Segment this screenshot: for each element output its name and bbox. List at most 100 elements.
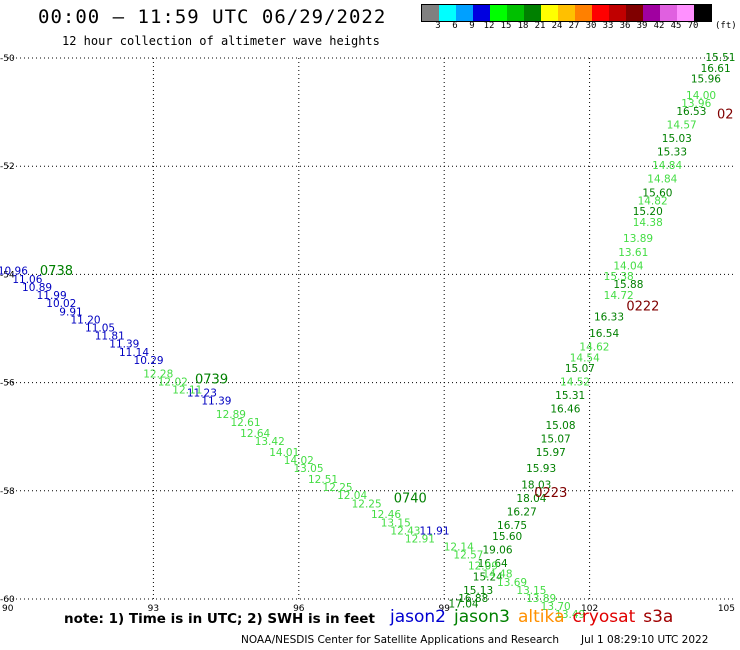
swh-label-jason3: 15.07 [541, 433, 571, 445]
swh-label-jason2: 11.91 [419, 525, 449, 537]
swh-label-jason3: 16.61 [701, 63, 731, 75]
legend-swatch [473, 5, 490, 21]
color-legend [421, 4, 712, 22]
swh-label-jason3-light: 14.54 [570, 352, 600, 364]
legend-swatch [541, 5, 558, 21]
swh-label-jason2: 11.39 [201, 396, 231, 408]
swh-label-jason3-light: 15.38 [604, 271, 634, 283]
swh-label-jason3: 15.13 [463, 585, 493, 597]
swh-label-jason3: 16.88 [458, 593, 488, 605]
legend-swatch [626, 5, 643, 21]
legend-unit: (ft) [715, 21, 737, 31]
swh-label-jason3: 16.27 [507, 506, 537, 518]
y-tick-label: -54 [0, 270, 15, 280]
swh-label-jason3-light: 13.61 [618, 247, 648, 259]
legend-label: 36 [619, 21, 631, 31]
swh-label-jason3-light: 12.28 [143, 368, 173, 380]
swh-label-jason3-light: 14.82 [638, 195, 668, 207]
swh-label-jason3-light: 14.57 [667, 120, 697, 132]
time-label: 02 [717, 107, 734, 122]
swh-label-jason3: 16.64 [478, 558, 508, 570]
swh-label-jason3-light: 14.52 [560, 377, 590, 389]
swh-label-jason2: 10.96 [0, 266, 28, 278]
footer-source: NOAA/NESDIS Center for Satellite Applica… [241, 634, 559, 646]
swh-label-jason3: 16.33 [594, 312, 624, 324]
swh-label-jason2: 11.06 [12, 274, 42, 286]
legend-label: 42 [653, 21, 665, 31]
swh-label-jason3-light: 14.01 [269, 447, 299, 459]
legend-swatch [456, 5, 473, 21]
time-label: 0222 [626, 299, 659, 314]
swh-label-jason2: 11.99 [37, 290, 67, 302]
swh-label-jason2: 11.23 [187, 387, 217, 399]
legend-label: 27 [568, 21, 580, 31]
swh-label-jason3-light: 12.02 [158, 377, 188, 389]
swh-label-jason3: 15.96 [691, 74, 721, 86]
legend-label: 6 [452, 21, 458, 31]
satellite-cryosat: cryosat [572, 607, 636, 627]
swh-label-jason3-light: 12.09 [468, 561, 498, 573]
x-tick-label: 90 [2, 604, 14, 614]
swh-label-jason3-light: 14.04 [613, 260, 643, 272]
swh-label-jason2: 11.20 [71, 314, 101, 326]
swh-label-jason3: 15.93 [526, 463, 556, 475]
swh-label-jason3: 15.33 [657, 147, 687, 159]
swh-labels: 10.9611.0610.8911.9910.029.9111.2011.051… [0, 52, 735, 621]
swh-label-jason3-light: 12.04 [337, 490, 367, 502]
legend-swatch [592, 5, 609, 21]
swh-label-jason3-light: 12.64 [240, 428, 270, 440]
legend-swatch [694, 5, 711, 21]
legend-label: 18 [517, 21, 529, 31]
swh-label-jason3: 16.75 [497, 520, 527, 532]
legend-label: 12 [483, 21, 495, 31]
units-note: note: 1) Time is in UTC; 2) SWH is in fe… [64, 611, 375, 627]
swh-label-jason3-light: 14.02 [284, 455, 314, 467]
map-subtitle: 12 hour collection of altimeter wave hei… [62, 34, 380, 48]
swh-label-jason3-light: 13.69 [497, 577, 527, 589]
x-tick-label: 93 [148, 604, 159, 614]
x-tick-label: 102 [581, 604, 598, 614]
swh-label-jason3-light: 13.15 [516, 585, 546, 597]
satellite-s3a: s3a [643, 607, 674, 627]
swh-label-jason3-light: 14.48 [482, 569, 512, 581]
time-label: 0223 [534, 486, 567, 501]
legend-label: 24 [551, 21, 563, 31]
swh-label-jason3: 15.08 [545, 420, 575, 432]
map-title: 00:00 – 11:59 UTC 06/29/2022 [38, 6, 387, 28]
legend-swatch [575, 5, 592, 21]
time-label: 0738 [40, 264, 73, 279]
swh-label-jason3: 15.31 [555, 390, 585, 402]
legend-swatch [677, 5, 694, 21]
footer-date: Jul 1 08:29:10 UTC 2022 [581, 634, 709, 646]
swh-label-jason3-light: 14.62 [579, 341, 609, 353]
swh-label-jason3: 19.06 [482, 544, 512, 556]
swh-label-jason2: 9.91 [59, 306, 82, 318]
legend-label: 33 [602, 21, 614, 31]
y-tick-label: -50 [0, 54, 15, 64]
legend-swatch [643, 5, 660, 21]
swh-label-jason3-light: 13.15 [381, 517, 411, 529]
satellite-jason3: jason3 [454, 607, 510, 627]
y-tick-label: -60 [0, 595, 15, 605]
swh-label-jason3: 16.54 [589, 328, 619, 340]
swh-label-jason3-light: 13.70 [541, 601, 571, 613]
swh-label-jason3: 18.04 [516, 493, 546, 505]
legend-label: 70 [687, 21, 699, 31]
swh-label-jason3-light: 13.89 [526, 593, 556, 605]
satellite-altika: altika [518, 607, 565, 627]
swh-label-jason3-light: 14.00 [686, 90, 716, 102]
swh-label-jason3-light: 12.51 [308, 474, 338, 486]
swh-label-jason3-light: 12.89 [216, 409, 246, 421]
swh-label-jason3-light: 12.25 [352, 498, 382, 510]
legend-swatch [524, 5, 541, 21]
x-tick-label: 105 [718, 604, 735, 614]
swh-label-jason3: 17.04 [449, 598, 479, 610]
swh-label-jason3-light: 13.05 [293, 463, 323, 475]
swh-label-jason3: 15.20 [633, 206, 663, 218]
swh-label-jason3-light: 14.84 [652, 160, 682, 172]
swh-label-jason3-light: 12.91 [405, 533, 435, 545]
legend-label: 39 [636, 21, 648, 31]
legend-label: 3 [435, 21, 441, 31]
swh-label-jason3-light: 14.84 [647, 174, 677, 186]
swh-label-jason3-light: 14.38 [633, 217, 663, 229]
